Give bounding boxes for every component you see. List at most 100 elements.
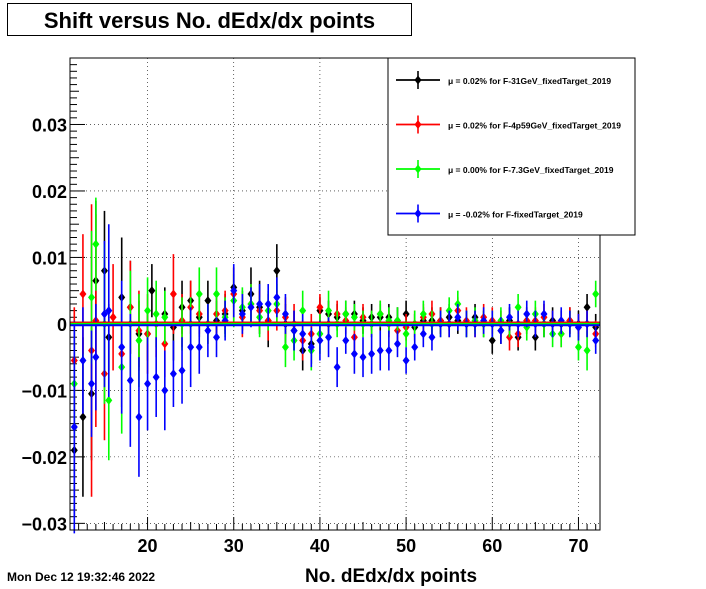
data-point [592,336,600,346]
data-point [204,326,212,336]
data-point [213,332,221,342]
data-point [299,329,307,339]
data-point [333,362,341,372]
data-point [135,336,143,346]
data-point [325,332,333,342]
data-point [506,312,514,322]
y-tick-label: 0 [57,315,67,335]
data-point [497,326,505,336]
data-point [204,296,212,306]
data-point [592,289,600,299]
data-point [281,342,289,352]
data-point [213,289,221,299]
plot-border [69,57,601,531]
data-point [161,385,169,395]
data-point [350,312,358,322]
data-point [187,342,195,352]
legend-box [387,57,636,236]
data-point [307,342,315,352]
data-point [92,239,100,249]
legend-label: μ = 0.02% for F-31GeV_fixedTarget_2019 [448,76,611,86]
data-point [376,346,384,356]
x-tick-label: 50 [396,536,416,556]
data-point [574,342,582,352]
data-point [92,352,100,362]
data-point [359,352,367,362]
series-3 [70,224,600,534]
x-tick-label: 20 [138,536,158,556]
data-point [385,346,393,356]
data-point [195,289,203,299]
data-point [325,306,333,316]
data-point [264,299,272,309]
legend-label: μ = -0.02% for F-fixedTarget_2019 [448,210,583,220]
data-point [273,266,281,276]
legend-label: μ = 0.02% for F-4p59GeV_fixedTarget_2019 [448,121,621,131]
data-point [281,309,289,319]
legend-marker [414,75,422,85]
data-point [135,412,143,422]
data-point [316,302,324,312]
data-point [152,309,160,319]
legend-marker [414,164,422,174]
chart-title: Shift versus No. dEdx/dx points [43,8,376,33]
data-point [148,286,156,296]
data-point [402,355,410,365]
data-point [230,286,238,296]
data-point [376,309,384,319]
data-point [88,292,96,302]
data-point [428,332,436,342]
data-point [118,342,126,352]
data-point [273,292,281,302]
x-axis-label: No. dEdx/dx points [305,566,478,587]
data-point [169,289,177,299]
data-point [290,326,298,336]
data-point [583,302,591,312]
x-tick-label: 60 [482,536,502,556]
data-point [342,336,350,346]
data-point [144,379,152,389]
data-point [350,349,358,359]
x-tick-label: 70 [568,536,588,556]
data-point [79,412,87,422]
data-point [583,346,591,356]
data-point [79,289,87,299]
data-point [169,369,177,379]
data-point [109,312,117,322]
data-point [523,309,531,319]
data-point [342,309,350,319]
x-tick-label: 40 [310,536,330,556]
data-point [126,375,134,385]
data-point [514,302,522,312]
legend-label: μ = 0.00% for F-7.3GeV_fixedTarget_2019 [448,165,614,175]
y-tick-label: 0.02 [32,182,67,202]
data-point [368,349,376,359]
data-point [256,299,264,309]
data-point [238,309,246,319]
data-point [178,365,186,375]
data-point [299,306,307,316]
x-tick-label: 30 [224,536,244,556]
y-tick-label: −0.02 [21,448,67,468]
title-box: Shift versus No. dEdx/dx points [7,3,412,36]
y-tick-label: −0.03 [21,514,67,534]
data-point [105,395,113,405]
data-point [540,309,548,319]
timestamp-label: Mon Dec 12 19:32:46 2022 [7,570,156,584]
data-point [152,372,160,382]
data-point [105,306,113,316]
data-point [195,342,203,352]
legend-marker [414,120,422,129]
y-tick-label: 0.01 [32,248,67,268]
data-point [144,306,152,316]
data-point [411,342,419,352]
data-point [247,302,255,312]
data-point [79,355,87,365]
data-point [393,339,401,349]
legend-marker [414,209,422,218]
data-point [88,379,96,389]
data-point [402,329,410,339]
y-tick-label: −0.01 [21,381,67,401]
data-point [316,336,324,346]
